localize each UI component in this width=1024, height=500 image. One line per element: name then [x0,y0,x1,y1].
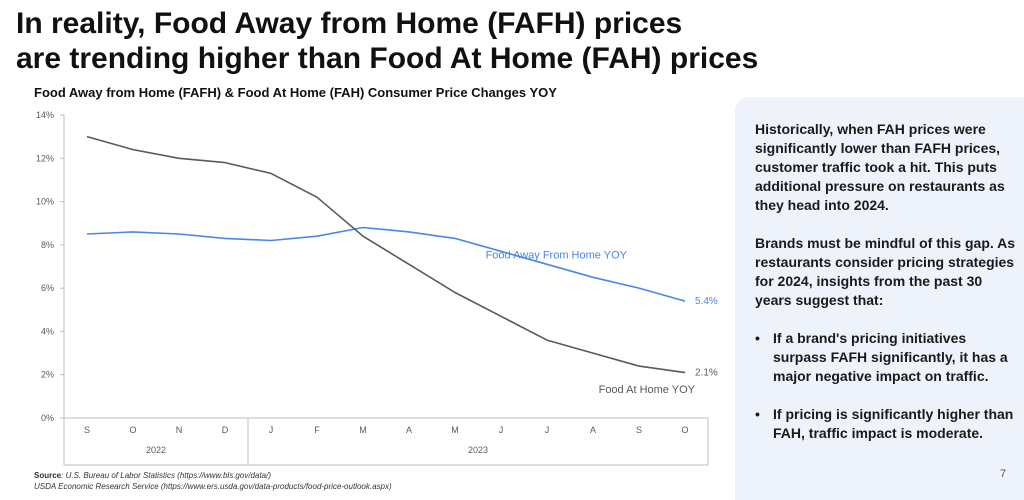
x-tick-label: J [499,425,504,435]
x-tick-label: A [406,425,412,435]
insight-bullets: If a brand's pricing initiatives surpass… [755,329,1017,443]
series-line [86,226,686,302]
series-end-label: 5.4% [695,296,718,307]
headline: In reality, Food Away from Home (FAFH) p… [16,6,816,76]
chart-series [86,135,686,374]
y-tick-label: 12% [36,153,54,163]
chart-axes: 0% 2% 4% 6% 8% 10% 12% 14% S O N D J F M A M J J A S O 2022 202… [36,110,709,466]
series-end-label: 2.1% [695,368,718,379]
y-tick-label: 14% [36,110,54,120]
insight-bullet: If pricing is significantly higher than … [755,405,1017,443]
x-tick-label: O [681,425,688,435]
year-label: 2022 [146,445,166,455]
y-tick-label: 8% [41,240,54,250]
x-tick-label: N [176,425,183,435]
y-tick-label: 6% [41,283,54,293]
headline-line-2: are trending higher than Food At Home (F… [16,42,759,75]
line-chart: 0% 2% 4% 6% 8% 10% 12% 14% S O N D J F M A M J J A S O 2022 202… [36,110,718,466]
chart-labels: 5.4% Food Away From Home YOY 2.1% Food At H… [486,250,718,396]
insight-panel-text: Historically, when FAH prices were signi… [755,120,1017,462]
source-line-1: : U.S. Bureau of Labor Statistics (https… [61,471,271,480]
y-tick-label: 10% [36,197,54,207]
insight-paragraph-2: Brands must be mindful of this gap. As r… [755,235,1016,308]
x-tick-label: F [314,425,320,435]
insight-bullet: If a brand's pricing initiatives surpass… [755,329,1017,386]
y-tick-label: 2% [41,370,54,380]
source-line-2: USDA Economic Research Service (https://… [34,482,392,491]
source-note: Source: U.S. Bureau of Labor Statistics … [34,470,392,492]
x-tick-label: J [545,425,550,435]
year-label: 2023 [468,445,488,455]
x-tick-label: O [129,425,136,435]
page-number: 7 [1000,468,1007,480]
series-name-label: Food Away From Home YOY [486,250,628,262]
x-tick-label: J [269,425,274,435]
y-tick-label: 4% [41,326,54,336]
x-tick-label: D [222,425,229,435]
x-tick-label: M [451,425,459,435]
x-tick-label: A [590,425,596,435]
chart-title: Food Away from Home (FAFH) & Food At Hom… [34,85,557,100]
insight-paragraph-1: Historically, when FAH prices were signi… [755,121,1005,213]
x-tick-label: S [84,425,90,435]
y-tick-label: 0% [41,413,54,423]
source-label: Source [34,471,62,480]
headline-line-1: In reality, Food Away from Home (FAFH) p… [16,7,683,40]
series-name-label: Food At Home YOY [599,384,696,396]
series-line [86,135,686,374]
x-tick-label: S [636,425,642,435]
x-tick-label: M [359,425,367,435]
